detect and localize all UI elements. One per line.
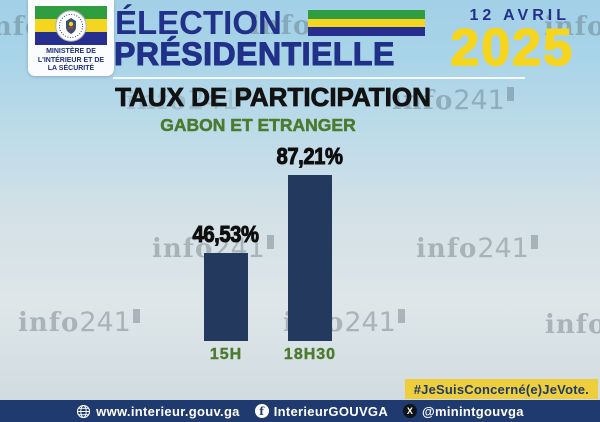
facebook-icon: f (254, 404, 269, 418)
ministry-name-line2: L'INTÉRIEUR ET DE (37, 56, 105, 64)
x-twitter-icon: X (403, 404, 418, 418)
bar-value-label-18h30: 87,21% (276, 143, 344, 170)
footer: www.interieur.gouv.ga f InterieurGOUVGA … (0, 400, 600, 422)
chart-title: TAUX DE PARTICIPATION (115, 82, 432, 113)
flag-stripe-green (308, 10, 425, 19)
ministry-name-line3: LA SÉCURITÉ (47, 65, 95, 72)
watermark-com-box (530, 235, 538, 249)
election-date: 12 AVRIL (469, 7, 570, 24)
hashtag-badge: #JeSuisConcerné(e)JeVote. (404, 379, 598, 399)
bar-group-18h30: 87,21% 18H30 (265, 143, 355, 364)
facebook-item: f InterieurGOUVGA (254, 403, 389, 419)
website-item: www.interieur.gouv.ga (76, 404, 240, 419)
hashtag-label: #JeSuisConcerné(e)JeVote. (413, 381, 589, 397)
election-year: 2025 (450, 19, 574, 77)
bar-value-label-15h: 46,53% (192, 221, 260, 248)
twitter-handle: @minintgouvga (422, 403, 524, 419)
ministry-name-line1: MINISTÈRE DE (46, 48, 96, 55)
twitter-item: X @minintgouvga (403, 404, 524, 419)
watermark-com-box (397, 309, 405, 323)
ministry-seal-icon (55, 9, 87, 42)
gabon-flag-banner (308, 10, 425, 36)
election-title-line1: ÉLECTION (115, 4, 282, 41)
ministry-name: MINISTÈRE DE L'INTÉRIEUR ET DE LA SÉCURI… (28, 48, 114, 74)
website-url: www.interieur.gouv.ga (96, 403, 240, 419)
flag-stripe-yellow (308, 19, 425, 27)
ministry-logo: MINISTÈRE DE L'INTÉRIEUR ET DE LA SÉCURI… (28, 0, 114, 76)
bar-group-15h: 46,53% 15H (181, 221, 271, 364)
bar-18h30 (288, 175, 332, 341)
facebook-handle: InterieurGOUVGA (273, 403, 389, 419)
watermark-com-box (132, 309, 140, 323)
header-divider (113, 77, 525, 79)
bar-category-label-15h: 15H (209, 346, 243, 363)
globe-icon (77, 404, 91, 418)
election-title-line2: PRÉSIDENTIELLE (113, 36, 395, 72)
bar-15h (204, 253, 248, 341)
flag-stripe-blue (308, 27, 425, 36)
gabon-flag-logo (35, 6, 107, 45)
chart-subtitle: GABON ET ETRANGER (160, 115, 356, 136)
bar-category-label-18h30: 18H30 (283, 346, 337, 363)
